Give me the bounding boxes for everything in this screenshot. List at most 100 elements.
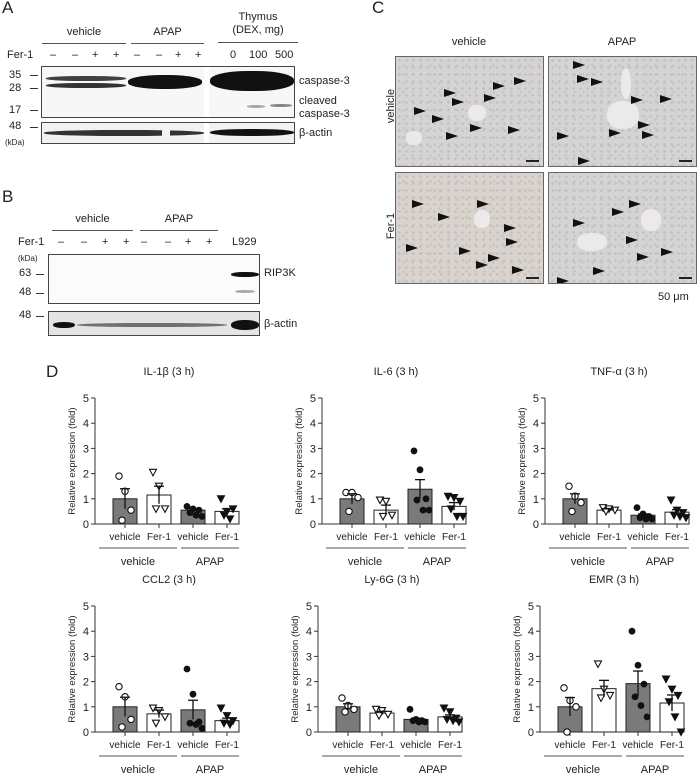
x-group-label: APAP xyxy=(196,764,225,774)
data-point xyxy=(634,661,642,669)
x-tick-label: Fer-1 xyxy=(592,740,616,751)
lane-sign: – xyxy=(165,236,172,248)
data-point xyxy=(410,447,418,455)
data-point xyxy=(446,505,456,514)
x-tick-label: Fer-1 xyxy=(442,532,466,543)
mw-63: 63 xyxy=(19,267,32,279)
y-tick-label: 4 xyxy=(533,418,539,430)
data-point xyxy=(442,715,452,725)
data-point xyxy=(593,660,603,669)
bar-chart-5: EMR (3 h) 0 1 2 3 4 5 Relative expression (fold… xyxy=(512,574,686,774)
y-tick-label: 5 xyxy=(83,393,89,405)
panel-a-letter: A xyxy=(2,0,14,17)
caspase3-label: caspase-3 xyxy=(299,75,350,87)
x-tick-label: Fer-1 xyxy=(374,532,398,543)
x-group-label: APAP xyxy=(646,556,675,568)
data-point xyxy=(422,495,430,503)
caspase3-blot xyxy=(41,66,295,118)
x-group-label: vehicle xyxy=(121,556,155,568)
y-axis-label: Relative expression (fold) xyxy=(294,407,305,514)
data-point xyxy=(681,514,691,523)
data-point xyxy=(148,468,158,478)
data-point xyxy=(219,719,229,728)
data-point xyxy=(341,708,349,716)
data-point xyxy=(596,694,606,703)
x-group-label: vehicle xyxy=(566,764,600,774)
lane-sign: + xyxy=(185,236,192,248)
lane-sign: + xyxy=(175,49,182,61)
y-tick-label: 0 xyxy=(306,727,312,739)
chart-title: TNF-α (3 h) xyxy=(590,366,647,378)
x-tick-label: vehicle xyxy=(332,740,364,751)
y-tick-label: 1 xyxy=(83,702,89,714)
y-tick-label: 0 xyxy=(83,727,89,739)
data-point xyxy=(676,728,686,737)
lane-sign: – xyxy=(81,236,88,248)
data-point xyxy=(563,728,571,736)
y-tick-label: 1 xyxy=(306,702,312,714)
y-tick-label: 5 xyxy=(306,601,312,613)
y-tick-label: 4 xyxy=(83,418,89,430)
l929-label: L929 xyxy=(232,236,257,248)
y-tick-label: 3 xyxy=(533,443,539,455)
chart-title: Ly-6G (3 h) xyxy=(364,574,419,586)
y-tick-label: 3 xyxy=(83,651,89,663)
data-point xyxy=(345,507,353,516)
x-tick-label: Fer-1 xyxy=(370,740,394,751)
histo-vehicle-vehicle xyxy=(395,56,544,167)
x-tick-label: Fer-1 xyxy=(215,740,239,751)
data-point xyxy=(374,712,384,721)
lane-sign: – xyxy=(72,49,79,61)
y-tick-label: 4 xyxy=(310,418,316,430)
data-point xyxy=(605,691,615,701)
y-axis-label: Relative expression (fold) xyxy=(512,615,523,722)
data-point xyxy=(664,698,674,707)
lane-sign: + xyxy=(113,49,120,61)
data-point xyxy=(636,514,644,522)
actin-blot-a xyxy=(41,122,295,144)
mw-48-b: 48 xyxy=(19,286,32,298)
data-point xyxy=(198,724,206,732)
y-tick-label: 0 xyxy=(533,519,539,531)
data-point xyxy=(148,704,158,713)
data-point xyxy=(633,504,641,512)
data-point xyxy=(628,627,636,635)
data-point xyxy=(448,717,458,726)
data-point xyxy=(670,713,680,722)
data-point xyxy=(350,705,358,714)
lane-sign: + xyxy=(102,236,109,248)
data-point xyxy=(118,516,126,524)
dex-label: (DEX, mg) xyxy=(232,24,284,36)
panel-c-letter: C xyxy=(372,0,385,17)
panel-b-group-apap: APAP xyxy=(140,213,218,231)
data-point xyxy=(637,702,645,709)
rip3k-blot xyxy=(48,254,260,304)
data-point xyxy=(673,691,683,701)
data-point xyxy=(643,713,651,721)
data-point xyxy=(565,482,573,490)
x-tick-label: vehicle xyxy=(627,532,659,543)
data-point xyxy=(421,718,429,726)
data-point xyxy=(375,496,385,505)
data-point xyxy=(458,512,468,522)
data-point xyxy=(216,495,226,504)
data-point xyxy=(667,685,677,694)
data-point xyxy=(406,705,414,713)
data-point xyxy=(425,506,433,514)
y-tick-label: 2 xyxy=(306,677,312,689)
y-tick-label: 3 xyxy=(528,651,534,663)
data-point xyxy=(378,512,388,522)
x-group-label: vehicle xyxy=(571,556,605,568)
x-tick-label: vehicle xyxy=(622,740,654,751)
rip3k-label: RIP3K xyxy=(264,267,296,279)
data-point xyxy=(115,682,123,691)
x-tick-label: vehicle xyxy=(559,532,591,543)
lane-sign: – xyxy=(58,236,65,248)
panel-c-col-apap: APAP xyxy=(607,36,637,48)
bar-chart-0: IL-1β (3 h) 0 1 2 3 4 5 Relative expression (fo… xyxy=(67,366,240,568)
y-tick-label: 1 xyxy=(83,494,89,506)
x-tick-label: vehicle xyxy=(109,532,141,543)
data-point xyxy=(192,721,200,728)
data-point xyxy=(151,505,161,514)
y-tick-label: 1 xyxy=(533,494,539,506)
